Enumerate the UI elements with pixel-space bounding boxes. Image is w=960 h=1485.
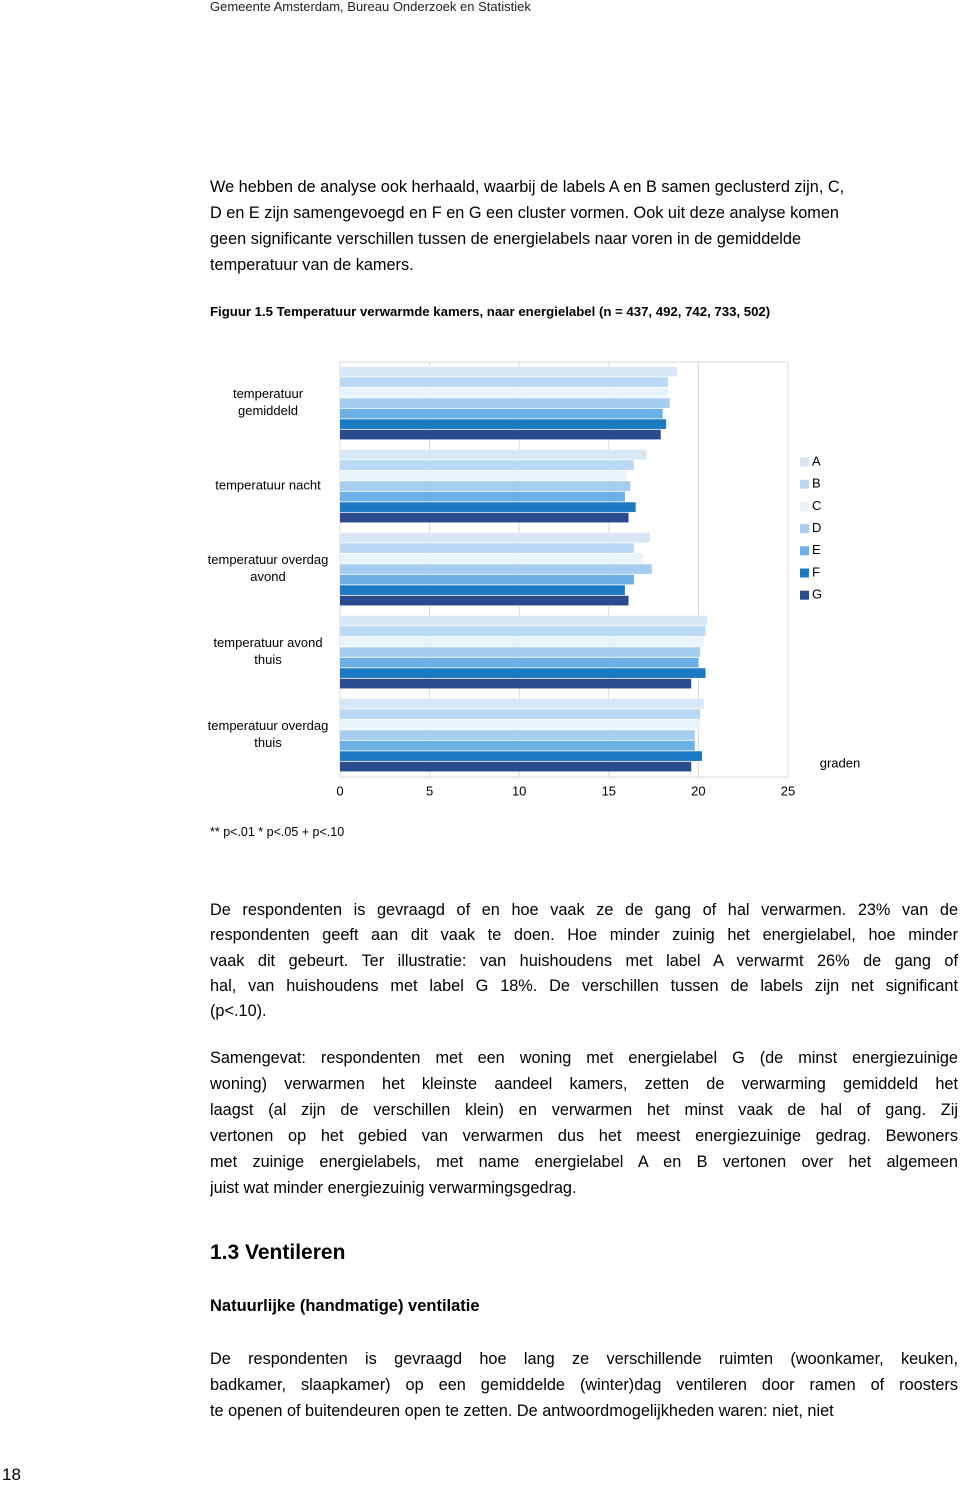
legend-label: C <box>812 498 821 513</box>
bar <box>340 678 692 689</box>
page-header: Gemeente Amsterdam, Bureau Onderzoek en … <box>210 0 531 14</box>
x-axis-label: graden <box>820 755 860 770</box>
page-number: 18 <box>2 1465 21 1484</box>
bar <box>340 564 652 574</box>
text-line: geen significante verschillen tussen de … <box>210 230 802 248</box>
bar <box>340 698 704 709</box>
legend-swatch <box>800 524 809 534</box>
bar <box>340 595 629 606</box>
bar <box>340 636 704 647</box>
bar <box>340 532 651 543</box>
legend-label: E <box>812 542 821 557</box>
bar <box>340 387 668 398</box>
text-line: woning) verwarmen het kleinste aandeel k… <box>210 1074 958 1093</box>
bar <box>340 709 701 719</box>
bar <box>340 657 699 668</box>
text-line: vertonen op het gebied van verwarmen dus… <box>210 1126 958 1145</box>
bar <box>340 647 701 657</box>
bar <box>340 626 706 636</box>
bar <box>340 615 708 626</box>
x-tick-label: 20 <box>691 783 705 798</box>
legend-label: D <box>812 520 821 535</box>
text-line: met zuinige energielabels, met name ener… <box>210 1152 958 1171</box>
x-tick-label: 15 <box>602 783 616 798</box>
legend-swatch <box>800 590 809 600</box>
legend-label: A <box>812 453 821 468</box>
bar <box>340 408 663 419</box>
text-line: D en E zijn samengevoegd en F en G een c… <box>210 204 839 222</box>
legend-swatch <box>800 568 809 578</box>
bar <box>340 470 627 481</box>
y-tick-label: temperatuur overdag thuis <box>207 717 329 750</box>
text-line: Samengevat: respondenten met een woning … <box>210 1049 958 1067</box>
legend-swatch <box>800 501 809 511</box>
text-line: temperatuur van de kamers. <box>210 256 414 274</box>
legend-label: F <box>812 564 820 579</box>
x-tick-label: 0 <box>336 783 343 798</box>
section-heading: 1.3 Ventileren <box>210 1241 346 1264</box>
legend-label: G <box>812 587 822 602</box>
legend-swatch <box>800 479 809 489</box>
bar <box>340 481 631 491</box>
bar <box>340 429 661 440</box>
bar <box>340 740 695 751</box>
bar <box>340 719 701 730</box>
bar <box>340 668 706 678</box>
bar <box>340 502 636 512</box>
bar <box>340 761 692 772</box>
legend-swatch <box>800 546 809 556</box>
subheading: Natuurlijke (handmatige) ventilatie <box>210 1297 480 1315</box>
y-tick-label: temperatuur avond thuis <box>213 634 323 667</box>
text-line: vaak dit gebeurt. Ter illustratie: van h… <box>210 951 958 970</box>
text-line: badkamer, slaapkamer) op een gemiddelde … <box>210 1376 958 1394</box>
bar <box>340 491 625 502</box>
text-line: respondenten geeft aan dit vaak te doen.… <box>210 926 958 945</box>
x-tick-label: 5 <box>426 783 433 798</box>
y-tick-label: temperatuur gemiddeld <box>232 385 304 418</box>
bar <box>340 460 634 470</box>
y-tick-label: temperatuur nacht <box>215 477 321 492</box>
footnote: ** p<.01 * p<.05 + p<.10 <box>210 825 345 839</box>
bar <box>340 574 634 585</box>
bar <box>340 449 647 460</box>
figure-caption: Figuur 1.5 Temperatuur verwarmde kamers,… <box>210 304 771 319</box>
x-tick-label: 25 <box>781 783 795 798</box>
text-line: De respondenten is gevraagd hoe lang ze … <box>210 1350 958 1368</box>
bar <box>340 751 702 761</box>
bar <box>340 585 625 595</box>
bar <box>340 377 668 387</box>
legend-swatch <box>800 457 809 467</box>
text-line: De respondenten is gevraagd of en hoe va… <box>210 901 958 919</box>
text-line: We hebben de analyse ook herhaald, waarb… <box>210 178 845 196</box>
text-line: laagst (al zijn de verschillen klein) en… <box>210 1100 958 1119</box>
y-tick-label: temperatuur overdag avond <box>207 551 329 584</box>
bar <box>340 398 670 408</box>
bar <box>340 553 643 564</box>
bar <box>340 730 695 740</box>
bar <box>340 419 667 429</box>
text-line: hal, van huishoudens met label G 18%. De… <box>210 976 958 995</box>
bar <box>340 512 629 523</box>
legend-label: B <box>812 476 821 491</box>
bar <box>340 366 677 377</box>
x-tick-label: 10 <box>512 783 526 798</box>
text-line: (p<.10). <box>210 1002 267 1021</box>
text-line: te openen of buitendeuren open te zetten… <box>210 1402 834 1420</box>
text-line: juist wat minder energiezuinig verwarmin… <box>210 1178 577 1197</box>
bar <box>340 543 634 553</box>
